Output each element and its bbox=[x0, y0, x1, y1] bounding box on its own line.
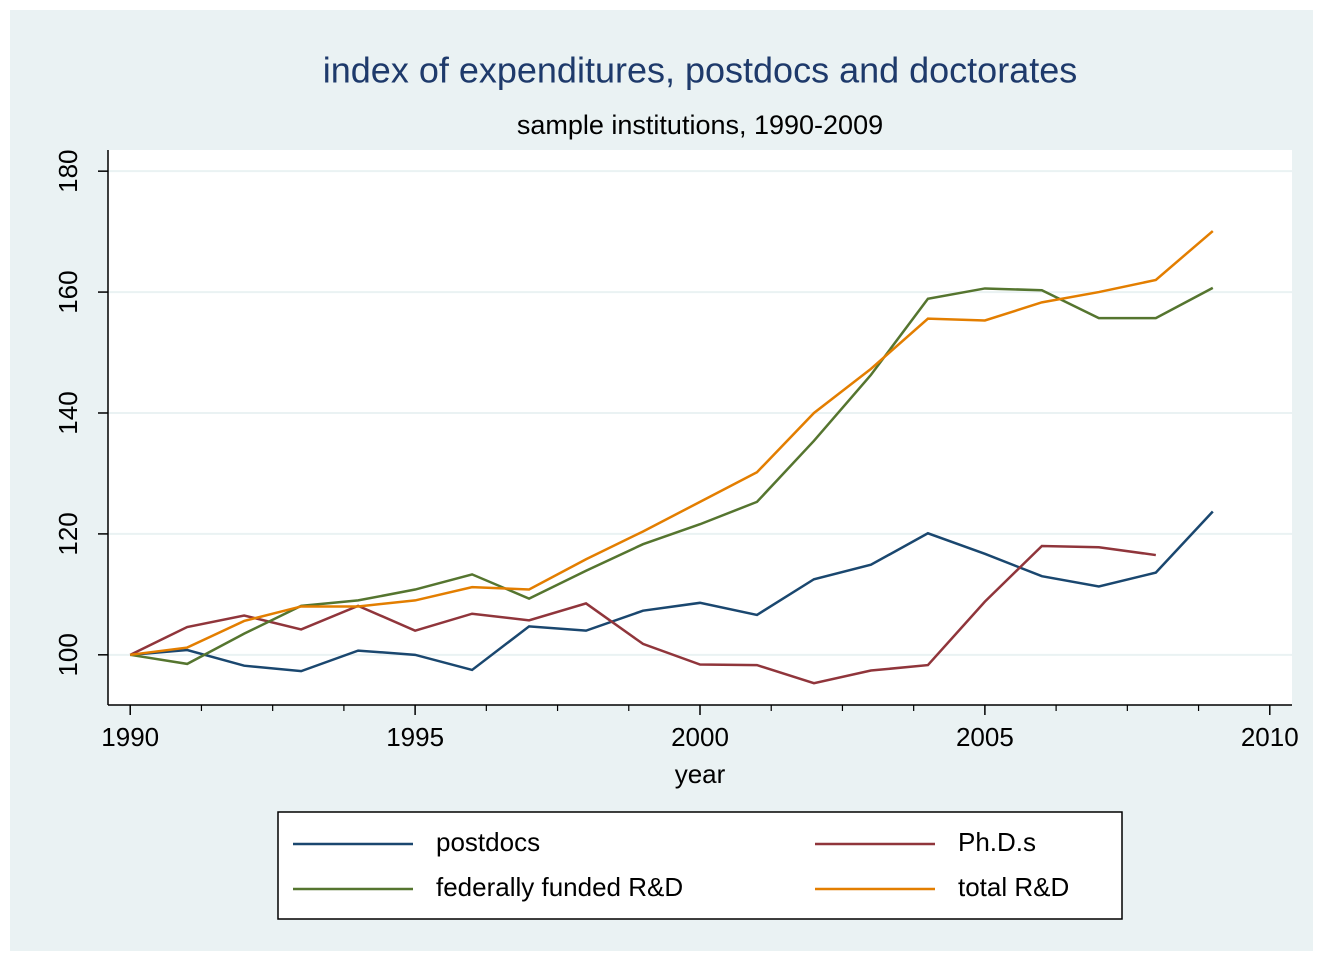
x-tick-label: 1990 bbox=[101, 722, 159, 752]
y-tick-label: 180 bbox=[53, 149, 83, 192]
x-tick-label: 2010 bbox=[1241, 722, 1299, 752]
legend-label: Ph.D.s bbox=[958, 827, 1036, 857]
y-tick-label: 140 bbox=[53, 391, 83, 434]
chart-subtitle: sample institutions, 1990-2009 bbox=[517, 110, 883, 140]
x-tick-label: 2000 bbox=[671, 722, 729, 752]
y-tick-label: 120 bbox=[53, 512, 83, 555]
series-line bbox=[130, 230, 1214, 657]
series-line bbox=[129, 544, 1156, 685]
series-line bbox=[130, 510, 1214, 673]
legend-label: postdocs bbox=[436, 827, 540, 857]
plot-area bbox=[108, 150, 1292, 705]
legend bbox=[277, 811, 1123, 920]
series-line bbox=[130, 286, 1214, 666]
legend-label: total R&D bbox=[958, 872, 1069, 902]
x-tick-label: 1995 bbox=[386, 722, 444, 752]
y-tick-label: 160 bbox=[53, 270, 83, 313]
x-tick-label: 2005 bbox=[956, 722, 1014, 752]
y-tick-label: 100 bbox=[53, 633, 83, 676]
legend-label: federally funded R&D bbox=[436, 872, 683, 902]
x-axis-label: year bbox=[675, 759, 726, 789]
chart-title: index of expenditures, postdocs and doct… bbox=[323, 50, 1078, 91]
